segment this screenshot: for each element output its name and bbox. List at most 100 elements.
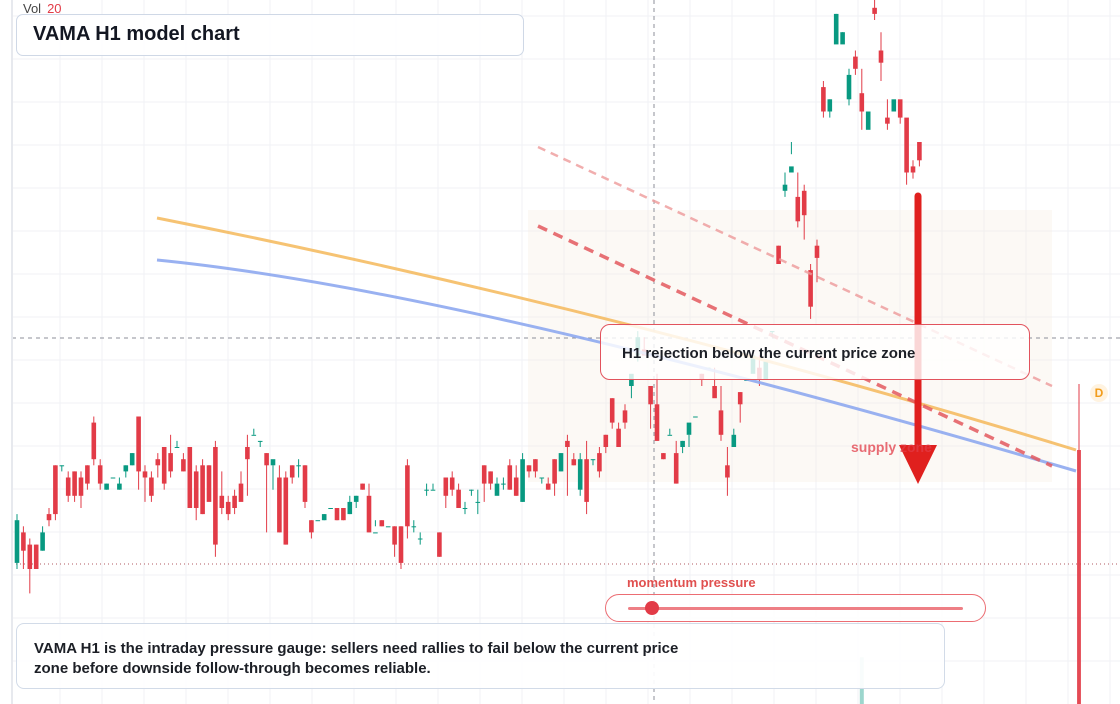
chart-title-box: VAMA H1 model chart: [16, 14, 524, 56]
candle: [795, 172, 801, 228]
candle: [123, 465, 129, 478]
candle-body: [142, 471, 148, 478]
candle: [14, 514, 20, 569]
candle: [360, 483, 365, 490]
candle: [385, 526, 391, 528]
candle: [667, 428, 673, 436]
candle-body: [206, 465, 212, 502]
momentum-gauge[interactable]: [605, 594, 986, 622]
candle: [59, 465, 65, 472]
candle-body: [821, 87, 826, 112]
volume-legend-value: 20: [47, 1, 62, 16]
candle-body: [795, 196, 801, 222]
candle: [827, 99, 833, 118]
candle: [309, 520, 314, 539]
candle: [488, 471, 493, 490]
candle: [328, 508, 333, 509]
candle-body: [289, 465, 295, 478]
candle-body: [264, 453, 269, 466]
candle-body: [149, 477, 154, 496]
candle: [693, 416, 698, 418]
candle: [53, 465, 58, 521]
candle-body: [673, 453, 679, 484]
candle: [469, 489, 474, 496]
candle-body: [309, 520, 314, 533]
candle-body: [27, 544, 33, 569]
candle-body: [693, 416, 698, 418]
candle: [213, 440, 218, 557]
candle-body: [737, 392, 743, 405]
candle-body: [251, 434, 257, 436]
candle: [149, 471, 154, 502]
candle: [718, 386, 724, 441]
candle: [78, 471, 84, 508]
candle-body: [584, 459, 589, 502]
candle: [584, 440, 589, 515]
candle-body: [398, 526, 404, 563]
dividend-badge[interactable]: D: [1090, 384, 1108, 402]
vama-fast-line: [156, 216, 1077, 452]
candle: [590, 459, 596, 466]
candle: [840, 32, 845, 45]
candle-body: [14, 520, 20, 563]
candle-body: [456, 489, 461, 508]
candle: [302, 465, 308, 508]
candle-body: [40, 532, 45, 551]
candle-body: [232, 495, 237, 508]
candle-body: [558, 453, 564, 472]
candle: [577, 453, 583, 496]
candle-body: [597, 453, 602, 472]
candle-body: [494, 483, 500, 496]
candle: [904, 117, 909, 185]
candle-body: [424, 489, 429, 491]
candle: [181, 453, 186, 472]
candle-body: [123, 465, 129, 472]
candle-body: [328, 508, 333, 509]
candle-body: [481, 465, 487, 484]
candle-body: [648, 386, 653, 405]
candle: [821, 81, 826, 118]
candle: [597, 447, 602, 478]
candle: [270, 459, 276, 490]
vama-slow-line: [156, 258, 1077, 473]
candle: [392, 526, 397, 557]
candle: [136, 416, 141, 490]
candle-body: [321, 514, 327, 521]
upper-channel-line: [537, 145, 1053, 388]
candle-body: [213, 447, 218, 545]
candle: [680, 440, 685, 454]
candle: [206, 465, 212, 502]
candle-body: [168, 453, 173, 472]
candle: [507, 459, 513, 490]
candle: [545, 477, 551, 490]
candle-body: [65, 477, 71, 496]
candle: [110, 477, 116, 479]
candle: [897, 99, 903, 124]
chart-title: VAMA H1 model chart: [33, 23, 240, 45]
candle-body: [277, 477, 282, 533]
candle: [885, 99, 890, 130]
candle: [289, 465, 295, 484]
momentum-gauge-label: momentum pressure: [627, 575, 756, 590]
candle: [853, 50, 858, 75]
candle-body: [725, 465, 730, 478]
explanation-note-text: VAMA H1 is the intraday pressure gauge: …: [34, 640, 679, 677]
candle: [117, 477, 122, 490]
candle-body: [85, 465, 90, 484]
candle-body: [539, 477, 545, 479]
candle: [405, 459, 410, 539]
candle-body: [392, 526, 397, 545]
candle: [910, 160, 916, 179]
momentum-gauge-knob[interactable]: [644, 601, 659, 615]
momentum-gauge-track: [628, 607, 963, 610]
candle-body: [865, 111, 871, 130]
candle-body: [654, 404, 660, 441]
candle-body: [616, 428, 621, 447]
candle-body: [449, 477, 455, 490]
candle: [72, 471, 77, 502]
candle: [731, 428, 737, 447]
candle: [296, 459, 301, 478]
candle: [225, 495, 231, 521]
candle-body: [609, 398, 615, 423]
candle-body: [827, 99, 833, 112]
